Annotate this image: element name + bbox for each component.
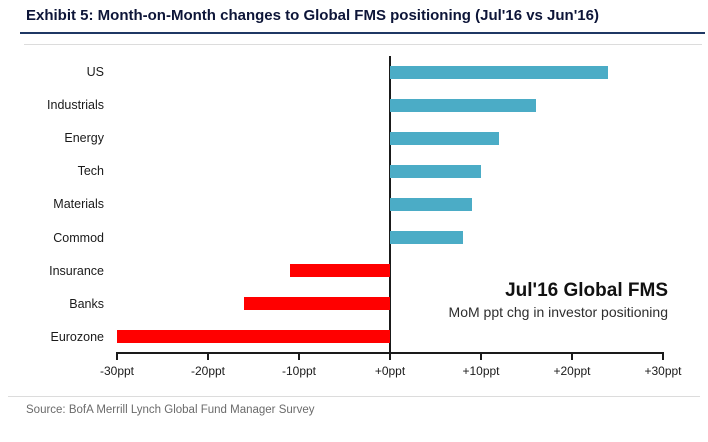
bar [390,65,609,79]
bar [117,330,390,344]
bar [244,297,390,311]
x-axis-tick-label: -10ppt [281,364,317,378]
exhibit-title: Exhibit 5: Month-on-Month changes to Glo… [26,7,599,24]
source-text: Source: BofA Merrill Lynch Global Fund M… [26,404,315,416]
chart-annotation: Jul'16 Global FMS MoM ppt chg in investo… [449,279,668,322]
x-axis-tick [298,352,300,360]
category-label: Materials [53,197,104,212]
title-underline [20,32,705,34]
x-axis-tick [207,352,209,360]
category-label: Eurozone [50,329,104,344]
x-axis-tick [389,352,391,360]
x-axis-tick-label: +0ppt [374,364,406,378]
x-axis-tick-label: -30ppt [99,364,135,378]
category-label: US [86,65,104,79]
annotation-title: Jul'16 Global FMS [505,280,668,301]
bar [390,98,536,112]
x-axis-tick [480,352,482,360]
bar [289,264,390,278]
category-label: Tech [77,164,104,179]
x-axis-tick-label: +30ppt [644,364,682,378]
annotation-subtitle: MoM ppt chg in investor positioning [448,304,668,320]
bar [390,197,472,211]
x-axis-tick [662,352,664,360]
x-axis-tick [571,352,573,360]
top-divider [24,44,702,45]
x-axis-tick-label: +20ppt [553,364,591,378]
x-axis-tick [116,352,118,360]
category-label: Energy [64,131,104,146]
x-axis-tick-label: -20ppt [190,364,226,378]
x-axis-tick-label: +10ppt [462,364,500,378]
category-label: Industrials [47,98,104,113]
bar [390,231,463,244]
bar [390,131,500,145]
source-divider [8,396,700,397]
category-label: Commod [53,230,104,245]
category-label: Banks [69,296,104,311]
category-label: Insurance [49,263,104,278]
bar [390,164,481,178]
